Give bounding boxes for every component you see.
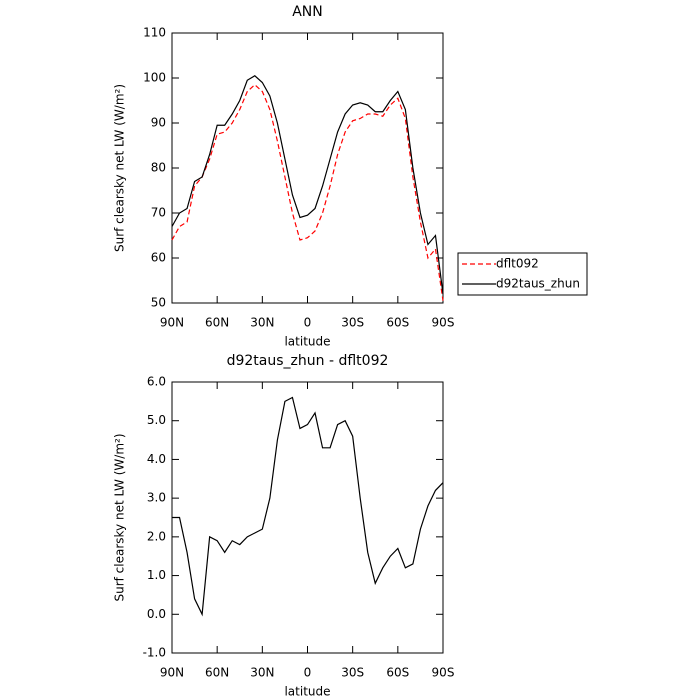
x-tick-label: 60S xyxy=(386,316,409,330)
y-tick-label: 50 xyxy=(151,296,166,310)
y-tick-label: 100 xyxy=(143,71,166,85)
chart-title: ANN xyxy=(292,4,323,20)
x-tick-label: 60N xyxy=(205,666,229,680)
x-tick-label: 90N xyxy=(160,316,184,330)
x-tick-label: 90S xyxy=(432,316,455,330)
x-tick-label: 0 xyxy=(304,316,312,330)
y-tick-label: 0.0 xyxy=(147,607,166,621)
y-tick-label: 5.0 xyxy=(147,413,166,427)
legend-label: d92taus_zhun xyxy=(496,277,580,291)
x-tick-label: 30S xyxy=(341,666,364,680)
x-tick-label: 30N xyxy=(250,316,274,330)
y-tick-label: 2.0 xyxy=(147,529,166,543)
legend-box xyxy=(457,252,588,296)
x-tick-label: 30S xyxy=(341,316,364,330)
x-axis-label: latitude xyxy=(284,685,330,699)
x-tick-label: 30N xyxy=(250,666,274,680)
y-tick-label: 60 xyxy=(151,251,166,265)
x-tick-label: 90S xyxy=(432,666,455,680)
x-tick-label: 60N xyxy=(205,316,229,330)
plot-frame xyxy=(171,381,444,654)
y-axis-label: Surf clearsky net LW (W/m²) xyxy=(113,433,127,601)
y-tick-label: -1.0 xyxy=(143,646,166,660)
y-axis-label: Surf clearsky net LW (W/m²) xyxy=(113,84,127,252)
x-tick-label: 60S xyxy=(386,666,409,680)
y-tick-label: 6.0 xyxy=(147,375,166,389)
series-line xyxy=(171,83,444,301)
series-line xyxy=(172,396,444,617)
y-tick-label: 90 xyxy=(151,116,166,130)
y-tick-label: 1.0 xyxy=(147,568,166,582)
plot-frame xyxy=(171,32,444,304)
x-tick-label: 90N xyxy=(160,666,184,680)
y-tick-label: 4.0 xyxy=(147,452,166,466)
x-tick-label: 0 xyxy=(304,666,312,680)
series-line xyxy=(171,75,444,295)
y-tick-label: 70 xyxy=(151,206,166,220)
y-tick-label: 110 xyxy=(143,26,166,40)
y-tick-label: 3.0 xyxy=(147,491,166,505)
legend-label: dflt092 xyxy=(496,257,539,271)
y-tick-label: 80 xyxy=(151,161,166,175)
x-axis-label: latitude xyxy=(284,335,330,349)
chart-title: d92taus_zhun - dflt092 xyxy=(227,353,389,369)
